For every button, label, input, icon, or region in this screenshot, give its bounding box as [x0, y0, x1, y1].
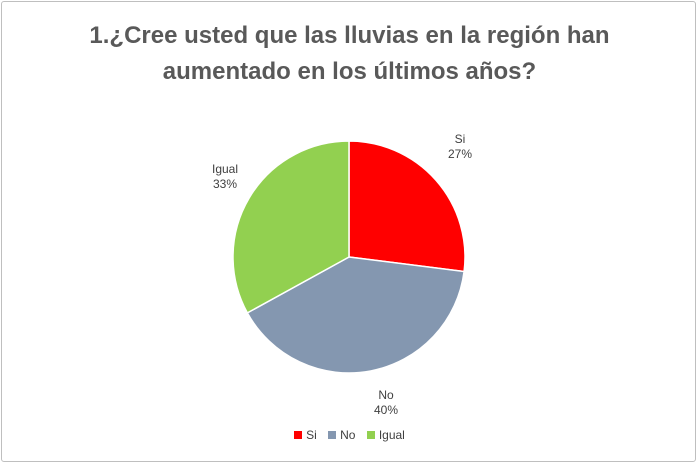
data-label-si-name: Si [454, 132, 466, 146]
legend-swatch-no [328, 431, 337, 439]
legend-item-igual: Igual [366, 428, 405, 442]
pie-slice-no [246, 256, 465, 374]
data-label-no: No 40% [356, 388, 416, 418]
legend-swatch-si [294, 431, 303, 439]
legend-item-no: No [328, 428, 355, 442]
chart-title-line-1: 1.¿Cree usted que las lluvias en la regi… [89, 22, 610, 49]
legend-item-si: Si [294, 428, 317, 442]
pie-slice-igual [232, 140, 350, 314]
data-label-igual-name: Igual [211, 162, 239, 176]
data-label-igual: Igual 33% [195, 162, 255, 192]
data-label-no-value: 40% [373, 403, 399, 417]
data-label-no-name: No [378, 388, 394, 402]
pie-slice-si [348, 140, 466, 273]
data-label-igual-value: 33% [212, 177, 238, 191]
chart-legend: Si No Igual [0, 428, 699, 442]
chart-title-line-2: aumentado en los últimos años? [162, 58, 537, 85]
legend-label-igual: Igual [378, 428, 405, 442]
data-label-si-value: 27% [447, 147, 473, 161]
chart-title: 1.¿Cree usted que las lluvias en la regi… [0, 18, 699, 90]
data-label-si: Si 27% [430, 132, 490, 162]
legend-label-no: No [340, 428, 356, 442]
legend-label-si: Si [306, 428, 317, 442]
legend-swatch-igual [366, 431, 375, 439]
